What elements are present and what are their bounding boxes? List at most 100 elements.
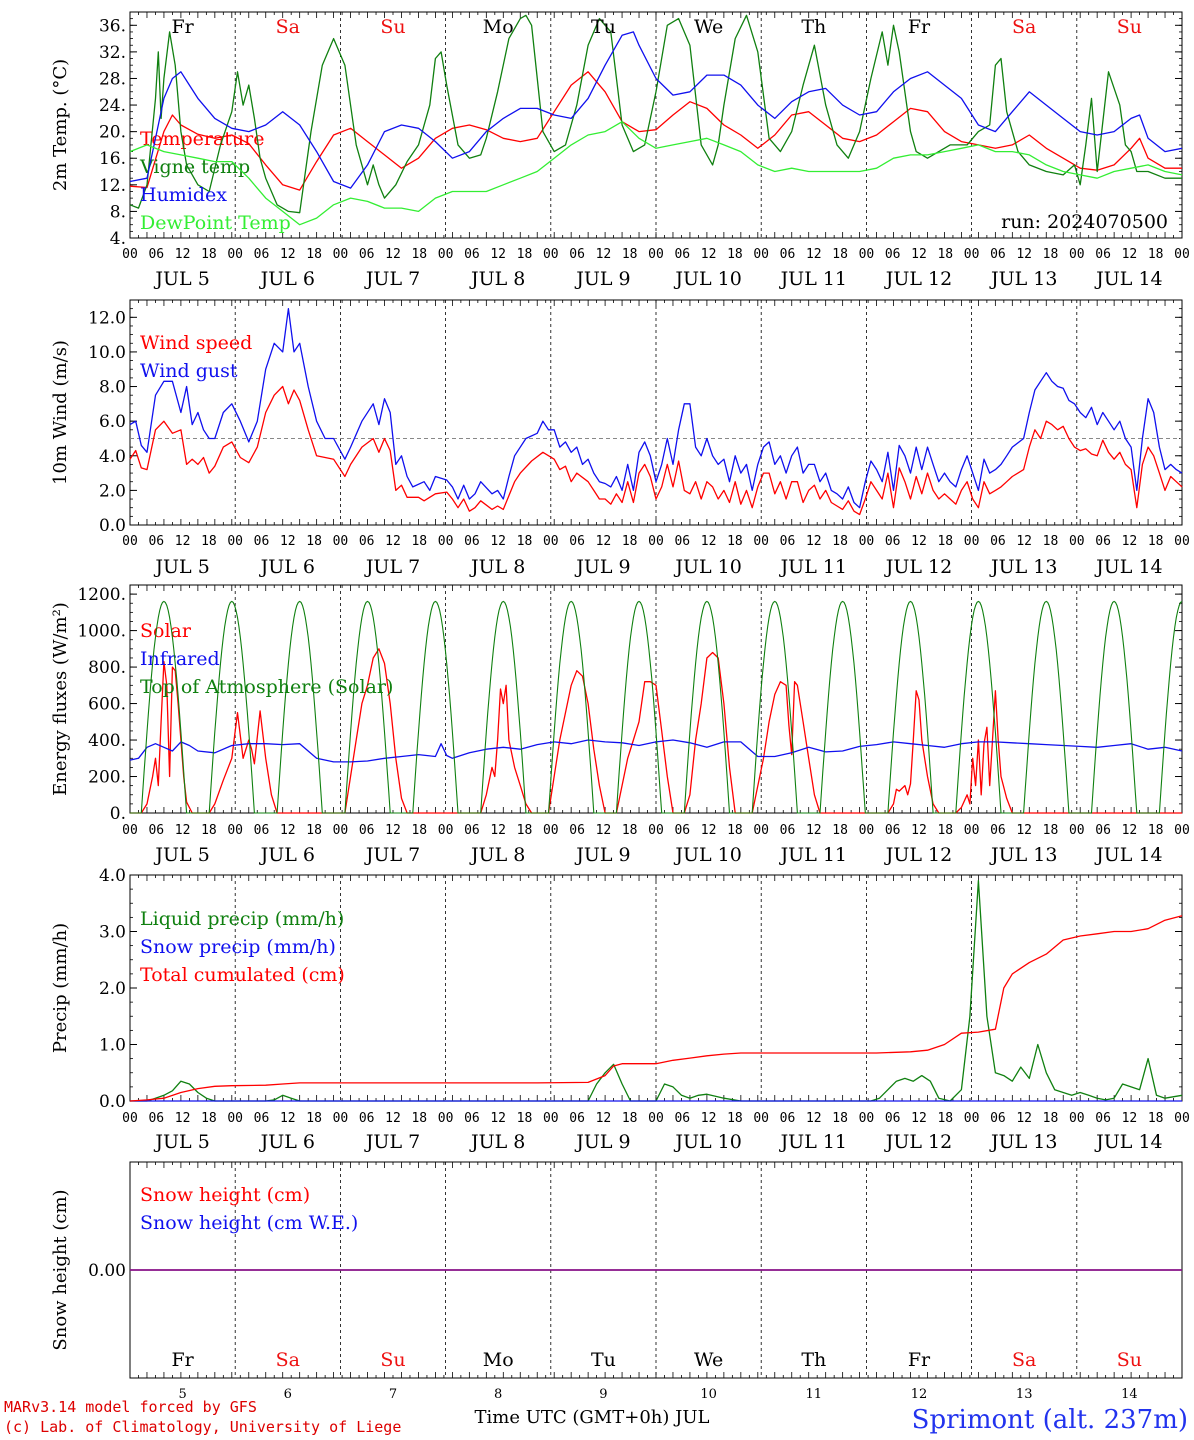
hour-tick-label: 00	[648, 534, 664, 549]
hour-tick-label: 06	[990, 534, 1006, 549]
weekday-label: Sa	[1012, 16, 1036, 38]
hour-tick-label: 18	[517, 1111, 533, 1126]
hour-tick-label: 00	[648, 823, 664, 838]
date-label: JUL 10	[673, 844, 741, 866]
hour-tick-label: 06	[674, 247, 690, 262]
weekday-label: Th	[801, 1349, 826, 1371]
hour-tick-label: 00	[1174, 534, 1190, 549]
hour-tick-label: 06	[464, 534, 480, 549]
date-label: JUL 9	[574, 1131, 630, 1153]
date-label: JUL 13	[989, 1131, 1057, 1153]
hour-tick-label: 18	[201, 1111, 217, 1126]
hour-tick-label: 12	[280, 534, 296, 549]
date-label: JUL 12	[884, 556, 952, 578]
y-tick-label: 2.0	[99, 979, 126, 999]
series-line-blue	[129, 739, 1183, 763]
hour-tick-label: 18	[201, 247, 217, 262]
panel-3: 0. 200. 400. 600. 800. 1000. 1200. Energy fluxe…	[50, 584, 1190, 866]
y-tick-label: 32.	[99, 43, 126, 63]
panels: 4. 8. 12. 16. 20. 24. 28. 32. 36. 2m Temp. (°C) Te…	[50, 11, 1190, 1402]
hour-tick-label: 00	[1069, 534, 1085, 549]
hour-tick-label: 00	[543, 1111, 559, 1126]
hour-tick-label: 00	[438, 823, 454, 838]
y-tick-label: 1000.	[77, 622, 126, 642]
hour-tick-label: 18	[727, 823, 743, 838]
series-line-lightgreen	[129, 121, 1183, 226]
hour-tick-label: 00	[1069, 247, 1085, 262]
hour-tick-label: 18	[622, 247, 638, 262]
hour-tick-label: 18	[411, 1111, 427, 1126]
date-label: JUL 13	[989, 844, 1057, 866]
hour-tick-label: 06	[569, 534, 585, 549]
hour-tick-label: 12	[490, 823, 506, 838]
hour-tick-label: 06	[359, 823, 375, 838]
hour-tick-label: 18	[306, 823, 322, 838]
date-label: JUL 8	[469, 1131, 525, 1153]
hour-tick-label: 18	[622, 534, 638, 549]
series-line-red	[130, 648, 1182, 814]
day-number: 11	[806, 1387, 823, 1402]
series-line-toa-solar	[130, 600, 1183, 814]
hour-tick-label: 06	[569, 823, 585, 838]
day-number: 14	[1121, 1387, 1138, 1402]
date-label: JUL 12	[884, 1131, 952, 1153]
hour-tick-label: 06	[990, 823, 1006, 838]
hour-tick-label: 18	[832, 1111, 848, 1126]
date-label: JUL 10	[673, 1131, 741, 1153]
y-axis-label: Precip (mm/h)	[50, 923, 71, 1053]
y-tick-label: 36.	[99, 16, 126, 36]
date-label: JUL 8	[469, 844, 525, 866]
legend-entry-1: Solar	[140, 620, 192, 642]
date-label: JUL 14	[1094, 844, 1162, 866]
hour-tick-label: 00	[227, 534, 243, 549]
location-label: Sprimont (alt. 237m)	[912, 1405, 1188, 1435]
hour-tick-label: 12	[175, 823, 191, 838]
date-label: JUL 7	[364, 268, 420, 290]
hour-tick-label: 12	[806, 247, 822, 262]
hour-tick-label: 00	[964, 534, 980, 549]
weekday-label: Su	[1117, 16, 1142, 38]
hour-tick-label: 06	[148, 247, 164, 262]
hour-tick-label: 12	[596, 823, 612, 838]
hour-tick-label: 00	[1174, 1111, 1190, 1126]
weekday-label: Su	[380, 16, 405, 38]
date-label: JUL 9	[574, 844, 630, 866]
weekday-label: Sa	[1012, 1349, 1036, 1371]
date-label: JUL 11	[779, 844, 847, 866]
weekday-label: Su	[1117, 1349, 1142, 1371]
hour-tick-label: 00	[753, 1111, 769, 1126]
date-label: JUL 12	[884, 844, 952, 866]
hour-tick-label: 06	[885, 823, 901, 838]
date-label: JUL 6	[259, 1131, 315, 1153]
date-label: JUL 6	[259, 844, 315, 866]
hour-tick-label: 06	[885, 1111, 901, 1126]
hour-tick-label: 06	[359, 1111, 375, 1126]
y-tick-label: 4.0	[99, 866, 126, 886]
hour-tick-label: 12	[806, 534, 822, 549]
hour-tick-label: 00	[1174, 823, 1190, 838]
hour-tick-label: 00	[122, 534, 138, 549]
day-number: 8	[494, 1387, 502, 1402]
date-label: JUL 9	[574, 556, 630, 578]
series-line-red	[129, 915, 1183, 1102]
legend-entry-2: Snow precip (mm/h)	[140, 936, 336, 958]
hour-tick-label: 12	[175, 534, 191, 549]
date-label: JUL 14	[1094, 268, 1162, 290]
hour-tick-label: 12	[280, 247, 296, 262]
panel-2: 0.0 2.0 4.0 6.0 8.0 10.0 12.0 10m Wind (m/s) Win…	[50, 299, 1190, 578]
y-axis-label: Energy fluxes (W/m²)	[50, 602, 71, 796]
y-tick-label: 28.	[99, 69, 126, 89]
hour-tick-label: 12	[911, 823, 927, 838]
hour-tick-label: 00	[859, 247, 875, 262]
hour-tick-label: 12	[911, 247, 927, 262]
hour-tick-label: 18	[1043, 534, 1059, 549]
hour-tick-label: 18	[622, 823, 638, 838]
y-tick-label: 4.0	[99, 447, 126, 467]
hour-tick-label: 18	[727, 534, 743, 549]
hour-tick-label: 12	[280, 1111, 296, 1126]
legend-entry-4: DewPoint Temp	[140, 212, 291, 234]
legend-entry-2: Vigne temp	[139, 156, 250, 178]
hour-tick-label: 00	[122, 823, 138, 838]
hour-tick-label: 18	[832, 823, 848, 838]
